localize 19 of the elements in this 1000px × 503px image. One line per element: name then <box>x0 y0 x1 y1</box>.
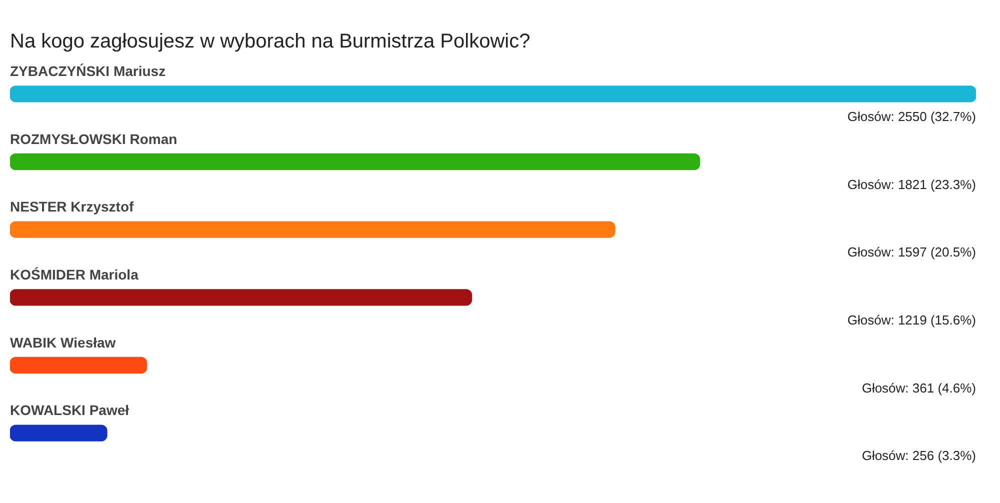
data-label: Głosów: 2550 (32.7%) <box>847 108 976 124</box>
data-label: Głosów: 256 (3.3%) <box>862 448 976 464</box>
y-tick-label: ROZMYSŁOWSKI Roman <box>10 130 178 147</box>
data-label: Głosów: 1821 (23.3%) <box>847 176 976 192</box>
data-label: Głosów: 1219 (15.6%) <box>847 312 976 328</box>
chart-title: Na kogo zagłosujesz w wyborach na Burmistrza Polkowic? <box>10 30 530 53</box>
bar <box>10 153 700 170</box>
bar <box>10 86 976 102</box>
y-tick-label: NESTER Krzysztof <box>10 198 134 215</box>
y-tick-label: ZYBACZYŃSKI Mariusz <box>10 62 166 79</box>
y-tick-label: KOŚMIDER Mariola <box>10 266 139 282</box>
bar <box>10 356 148 374</box>
data-label: Głosów: 1597 (20.5%) <box>847 244 976 260</box>
y-tick-label: WABIK Wiesław <box>10 334 116 350</box>
bar <box>10 424 108 442</box>
data-label: Głosów: 361 (4.6%) <box>862 380 976 396</box>
bar <box>10 289 472 306</box>
bar <box>10 221 616 238</box>
y-tick-label: KOWALSKI Paweł <box>10 402 130 418</box>
